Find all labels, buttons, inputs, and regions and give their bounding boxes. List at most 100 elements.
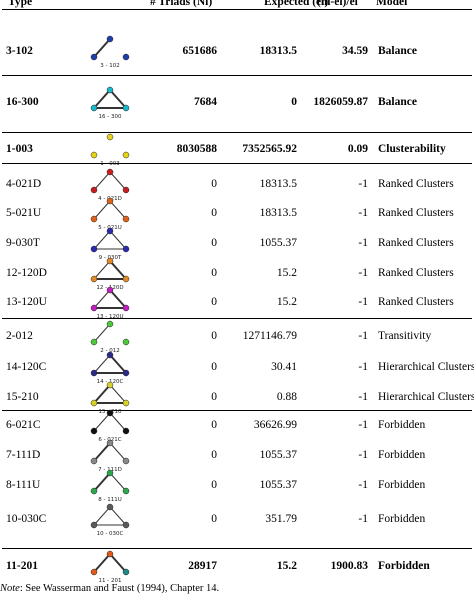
triad-diagram: 2 - 012 bbox=[90, 320, 130, 353]
triad-edge bbox=[109, 260, 127, 280]
section-rule bbox=[2, 410, 472, 411]
cell-ratio: -1 bbox=[358, 479, 368, 491]
triad-node bbox=[122, 521, 130, 529]
cell-type: 6-021C bbox=[6, 419, 41, 431]
cell-expected: 36626.99 bbox=[253, 419, 297, 431]
cell-triads: 0 bbox=[211, 419, 217, 431]
cell-ratio: -1 bbox=[358, 178, 368, 190]
triad-node bbox=[106, 320, 114, 328]
triad-glyph-15-210: 15 - 210 bbox=[80, 380, 140, 414]
cell-type: 14-120C bbox=[6, 361, 47, 373]
triad-diagram: 6 - 021C bbox=[90, 409, 130, 442]
cell-ratio: -1 bbox=[358, 207, 368, 219]
triad-edge bbox=[109, 442, 127, 462]
cell-triads: 651686 bbox=[182, 45, 218, 57]
triad-node bbox=[90, 215, 98, 223]
header-model: Model bbox=[376, 0, 408, 8]
triad-node bbox=[90, 53, 98, 61]
cell-triads: 0 bbox=[211, 267, 217, 279]
cell-ratio: -1 bbox=[358, 237, 368, 249]
triad-diagram: 9 - 030T bbox=[90, 227, 130, 260]
cell-expected: 0.88 bbox=[276, 391, 297, 403]
cell-model: Ranked Clusters bbox=[378, 237, 454, 249]
cell-model: Ranked Clusters bbox=[378, 207, 454, 219]
triad-edge bbox=[93, 412, 111, 432]
cell-model: Ranked Clusters bbox=[378, 296, 454, 308]
cell-model: Hierarchical Clusters bbox=[378, 361, 474, 373]
triad-node bbox=[122, 304, 130, 312]
cell-triads: 0 bbox=[211, 237, 217, 249]
section-rule bbox=[2, 548, 472, 549]
triad-node bbox=[90, 568, 98, 576]
triad-node bbox=[122, 487, 130, 495]
triad-diagram: 5 - 021U bbox=[90, 197, 130, 230]
triad-glyph-9-030T: 9 - 030T bbox=[80, 226, 140, 260]
cell-expected: 7352565.92 bbox=[242, 143, 297, 155]
triad-node bbox=[90, 427, 98, 435]
triad-edge bbox=[109, 354, 127, 374]
cell-ratio: -1 bbox=[358, 296, 368, 308]
triad-glyph-7-111D: 7 - 111D bbox=[80, 438, 140, 472]
triad-node bbox=[90, 186, 98, 194]
cell-type: 16-300 bbox=[6, 96, 39, 108]
cell-triads: 0 bbox=[211, 391, 217, 403]
cell-triads: 0 bbox=[211, 178, 217, 190]
triad-edge bbox=[93, 230, 111, 250]
triad-edge bbox=[109, 384, 127, 404]
triad-glyph-11-201: 11 - 201 bbox=[80, 549, 140, 583]
section-rule bbox=[2, 163, 472, 164]
triad-node bbox=[122, 245, 130, 253]
cell-expected: 15.2 bbox=[276, 267, 297, 279]
cell-expected: 18313.5 bbox=[259, 207, 297, 219]
triad-node bbox=[122, 215, 130, 223]
header-rule bbox=[2, 9, 472, 10]
triad-glyph-label: 5 - 021U bbox=[98, 225, 122, 230]
triad-glyph-label: 14 - 120C bbox=[97, 379, 124, 384]
cell-ratio: -1 bbox=[358, 267, 368, 279]
cell-triads: 28917 bbox=[188, 560, 217, 572]
cell-model: Ranked Clusters bbox=[378, 178, 454, 190]
cell-ratio: -1 bbox=[358, 361, 368, 373]
triad-glyph-6-021C: 6 - 021C bbox=[80, 408, 140, 442]
cell-triads: 7684 bbox=[194, 96, 217, 108]
triad-node bbox=[122, 104, 130, 112]
triad-edge bbox=[93, 38, 111, 58]
header-expected: Expected (ei) bbox=[264, 0, 329, 8]
triad-node bbox=[122, 399, 130, 407]
triad-node bbox=[106, 227, 114, 235]
triad-node bbox=[90, 104, 98, 112]
triad-node bbox=[122, 338, 130, 346]
triad-node bbox=[122, 151, 130, 159]
cell-model: Forbidden bbox=[378, 513, 426, 525]
triad-edge bbox=[93, 260, 111, 280]
cell-expected: 15.2 bbox=[276, 296, 297, 308]
cell-model: Forbidden bbox=[378, 419, 426, 431]
section-rule bbox=[2, 75, 472, 76]
triad-node bbox=[106, 439, 114, 447]
triad-node bbox=[106, 469, 114, 477]
triad-node bbox=[122, 369, 130, 377]
triad-glyph-label: 3 - 102 bbox=[100, 63, 119, 68]
triad-node bbox=[106, 35, 114, 43]
cell-type: 4-021D bbox=[6, 178, 42, 190]
cell-type: 8-111U bbox=[6, 479, 41, 491]
triad-node bbox=[90, 245, 98, 253]
triad-diagram: 14 - 120C bbox=[90, 351, 130, 384]
cell-triads: 0 bbox=[211, 449, 217, 461]
cell-ratio: 0.09 bbox=[347, 143, 368, 155]
cell-expected: 18313.5 bbox=[259, 45, 297, 57]
triad-node bbox=[90, 457, 98, 465]
triad-node bbox=[122, 53, 130, 61]
cell-type: 2-012 bbox=[6, 330, 33, 342]
cell-triads: 8030588 bbox=[176, 143, 217, 155]
cell-type: 9-030T bbox=[6, 237, 40, 249]
triad-node bbox=[90, 521, 98, 529]
cell-type: 5-021U bbox=[6, 207, 42, 219]
cell-triads: 0 bbox=[211, 330, 217, 342]
triad-node bbox=[122, 427, 130, 435]
section-rule bbox=[2, 132, 472, 133]
cell-ratio: -1 bbox=[358, 449, 368, 461]
cell-ratio: -1 bbox=[358, 391, 368, 403]
cell-expected: 1271146.79 bbox=[242, 330, 297, 342]
triad-node bbox=[106, 257, 114, 265]
